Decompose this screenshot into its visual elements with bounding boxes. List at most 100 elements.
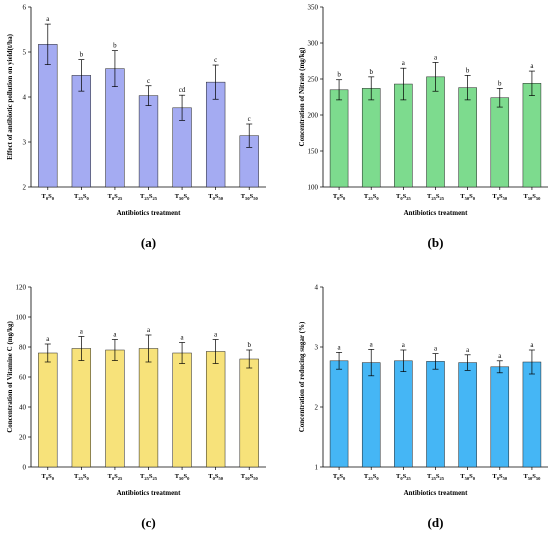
y-tick-label: 5 (23, 48, 27, 56)
bar (38, 44, 58, 188)
x-tick-label: T0S50 (208, 473, 223, 481)
y-tick-label: 3 (315, 343, 319, 351)
bar (38, 352, 58, 468)
y-tick-label: 0 (23, 463, 27, 471)
bar (490, 366, 510, 468)
chart-panel-2: 100 150 200 250 300 350 Concentration of Nitra… (298, 3, 548, 250)
x-tick-label: T0S0 (42, 473, 55, 481)
y-tick-label: 1 (315, 463, 319, 471)
bar (138, 348, 159, 468)
x-tick-label: T0S0 (42, 193, 55, 201)
y-tick-label: 150 (308, 147, 319, 155)
y-tick-label: 40 (19, 403, 27, 411)
y-axis-title: Concentration of reducing sugar (%) (298, 321, 306, 432)
x-tick-label: T25S0 (74, 193, 89, 201)
x-tick-label: T50S50 (241, 193, 259, 201)
significance-label: b (80, 51, 84, 59)
x-tick-label: T0S50 (208, 193, 223, 201)
bar (458, 362, 477, 468)
x-tick-label: T25S0 (364, 473, 379, 481)
panel-label: (a) (141, 235, 156, 250)
x-tick-label: T50S0 (175, 193, 190, 201)
x-tick-label: T0S50 (492, 193, 507, 201)
significance-label: a (498, 352, 502, 360)
x-axis-title: Antibiotics treatment (404, 209, 468, 217)
bar (105, 349, 125, 468)
significance-label: a (434, 345, 438, 353)
y-tick-label: 4 (23, 93, 27, 101)
x-axis-title: Antibiotics treatment (117, 209, 181, 217)
significance-label: a (402, 59, 406, 67)
y-tick-label: 300 (308, 39, 319, 47)
significance-label: b (247, 341, 251, 349)
significance-label: a (530, 341, 534, 349)
y-tick-label: 80 (19, 343, 27, 351)
bar (205, 351, 226, 468)
panel-label: (b) (428, 235, 444, 250)
significance-label: a (113, 331, 117, 339)
y-tick-label: 2 (23, 183, 27, 191)
x-tick-label: T25S25 (140, 473, 158, 481)
bar (458, 87, 477, 188)
significance-label: a (46, 15, 50, 23)
x-tick-label: T25S0 (74, 473, 89, 481)
significance-label: b (498, 79, 502, 87)
x-tick-label: T50S0 (460, 193, 475, 201)
bar (490, 97, 510, 188)
x-tick-label: T0S25 (396, 193, 411, 201)
significance-label: a (46, 335, 50, 343)
significance-label: a (147, 326, 151, 334)
bar (361, 88, 381, 188)
bar (394, 360, 413, 468)
significance-label: a (530, 62, 534, 70)
x-tick-label: T0S0 (333, 193, 346, 201)
significance-label: a (181, 334, 185, 342)
x-tick-label: T50S0 (175, 473, 190, 481)
x-tick-label: T25S25 (140, 193, 158, 201)
x-tick-label: T50S50 (241, 473, 259, 481)
y-tick-label: 100 (16, 313, 27, 321)
x-tick-label: T50S0 (460, 473, 475, 481)
y-tick-label: 2 (315, 403, 319, 411)
significance-label: cd (179, 86, 186, 94)
bar (522, 361, 542, 468)
significance-label: a (434, 53, 438, 61)
y-tick-label: 350 (308, 3, 319, 11)
significance-label: b (466, 66, 470, 74)
panel-label: (d) (428, 515, 444, 530)
significance-label: a (214, 331, 218, 339)
x-tick-label: T0S50 (492, 473, 507, 481)
significance-label: b (113, 42, 117, 50)
y-tick-label: 3 (23, 138, 27, 146)
bar (426, 76, 445, 188)
chart-panel-4: 1 2 3 4 Concentration of reducing sugar (%) a… (298, 283, 548, 530)
bar (329, 89, 349, 188)
y-tick-label: 20 (19, 433, 27, 441)
significance-label: c (248, 115, 251, 123)
x-tick-label: T0S25 (108, 473, 123, 481)
bar (329, 360, 349, 468)
x-tick-label: T50S50 (523, 473, 541, 481)
bar (172, 352, 192, 468)
significance-label: a (338, 343, 342, 351)
significance-label: a (370, 340, 374, 348)
bar (522, 83, 542, 188)
x-axis-title: Antibiotics treatment (404, 489, 468, 497)
y-tick-label: 6 (23, 3, 27, 11)
significance-label: c (214, 56, 217, 64)
x-tick-label: T25S0 (364, 193, 379, 201)
x-tick-label: T25S25 (427, 473, 445, 481)
y-tick-label: 250 (308, 75, 319, 83)
x-tick-label: T50S50 (523, 193, 541, 201)
x-tick-label: T25S25 (427, 193, 445, 201)
y-tick-label: 120 (16, 283, 27, 291)
panel-label: (c) (141, 515, 155, 530)
y-tick-label: 60 (19, 373, 27, 381)
y-tick-label: 4 (315, 283, 319, 291)
chart-panel-3: 0 20 40 60 80 100 120 Concentration of Vitamine… (6, 283, 266, 530)
x-tick-label: T0S25 (396, 473, 411, 481)
x-axis-title: Antibiotics treatment (117, 489, 181, 497)
bar (138, 95, 159, 188)
bar (71, 348, 92, 468)
